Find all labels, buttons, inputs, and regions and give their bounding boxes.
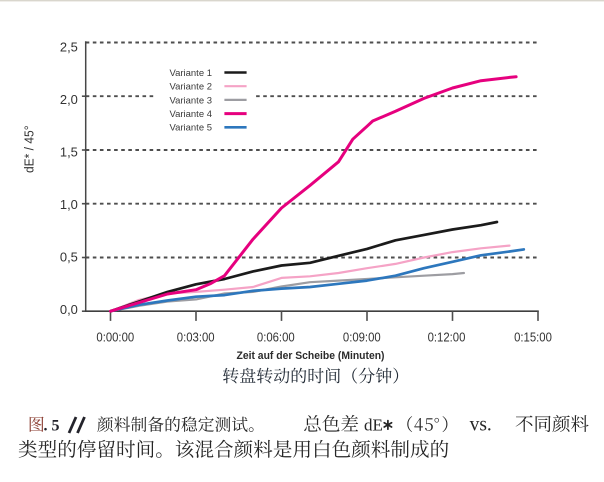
svg-text:1,0: 1,0 (60, 198, 78, 212)
svg-text:0:12:00: 0:12:00 (428, 330, 466, 344)
svg-text:0:06:00: 0:06:00 (257, 330, 295, 344)
svg-text:Variante 5: Variante 5 (170, 123, 213, 134)
svg-text:dE: dE (364, 416, 383, 435)
svg-text:Zeit auf der Scheibe (Minuten): Zeit auf der Scheibe (Minuten) (237, 350, 385, 362)
svg-text:0,0: 0,0 (60, 303, 78, 317)
svg-text:0:03:00: 0:03:00 (177, 330, 215, 344)
svg-text:Variante 2: Variante 2 (170, 82, 213, 93)
svg-text:2,0: 2,0 (60, 93, 78, 107)
svg-text:vs.: vs. (470, 415, 492, 436)
svg-text:Variante 3: Variante 3 (170, 95, 213, 106)
svg-text:0:00:00: 0:00:00 (96, 330, 134, 344)
svg-text:Variante 4: Variante 4 (170, 109, 213, 120)
svg-text:dE* / 45°: dE* / 45° (23, 126, 37, 174)
svg-text:. 5: . 5 (44, 418, 60, 435)
svg-text:0:15:00: 0:15:00 (514, 330, 552, 344)
svg-text:Variante 1: Variante 1 (170, 68, 213, 79)
svg-text:0,5: 0,5 (60, 250, 78, 264)
svg-text:1,5: 1,5 (60, 145, 78, 159)
svg-text:2,5: 2,5 (60, 41, 78, 55)
svg-text:0:09:00: 0:09:00 (343, 330, 381, 344)
